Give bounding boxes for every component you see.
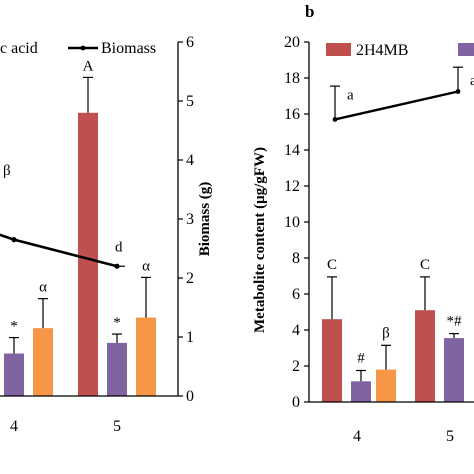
- panel-b-bar-2-4: [376, 369, 396, 402]
- panel-b-y-tick-18: 18: [284, 70, 300, 87]
- panel-b-y-tick-10: 10: [284, 214, 300, 231]
- panel-a-y2-axis-title: Biomass (g): [197, 182, 213, 257]
- panel-b-line: [330, 66, 463, 122]
- panel-a-bar-2-4: [33, 328, 53, 396]
- panel-b-y-tick-6: 6: [292, 286, 300, 303]
- panel-b-y-ticks: 0 2 4 6 8 10 12 14 16 18 20: [284, 34, 309, 411]
- panel-b-bar-label-2-4: β: [382, 325, 390, 341]
- panel-a-extra-label: β: [3, 163, 11, 179]
- panel-b-annotations: C C # *# β a a: [327, 73, 474, 366]
- panel-a-biomass-series: [0, 233, 118, 268]
- panel-a-bar-1-4: [4, 353, 24, 396]
- panel-b-bar-1-5: [444, 338, 464, 402]
- panel-a-y2-tick-2: 2: [186, 270, 194, 287]
- panel-b-bar-label-0-5: C: [420, 257, 430, 273]
- panel-a-legend-label-0: c acid: [0, 40, 38, 57]
- panel-b-bars: [322, 276, 464, 402]
- panel-a-y2-tick-4: 4: [186, 152, 194, 169]
- panel-b-y-tick-12: 12: [284, 178, 300, 195]
- panel-a-y2-tick-1: 1: [186, 329, 194, 346]
- panel-b-y-tick-4: 4: [292, 322, 300, 339]
- panel-b-bar-0-4: [322, 319, 342, 402]
- panel-a-y2-tick-3: 3: [186, 211, 194, 228]
- panel-b-bar-0-5: [415, 310, 435, 402]
- panel-a-biomass-label-5: d: [115, 239, 123, 255]
- panel-b-y-tick-2: 2: [292, 358, 300, 375]
- panel-a-bar-2-5: [136, 317, 156, 396]
- panel-b-y-tick-8: 8: [292, 250, 300, 267]
- panel-b-y-tick-20: 20: [284, 34, 300, 51]
- panel-a-x-tick-5: 5: [113, 418, 121, 435]
- panel-a-y2-tick-6: 6: [186, 34, 194, 51]
- panel-b-line-series: [334, 90, 459, 121]
- panel-a-bars: [4, 76, 156, 397]
- panel-a-legend-marker: [80, 45, 86, 51]
- panel-b-bar-1-4: [351, 381, 371, 402]
- panel-b-bar-label-0-4: C: [327, 257, 337, 273]
- panel-a-bar-label-2-4: α: [39, 280, 47, 296]
- panel-b-legend-swatch-0: [326, 43, 351, 56]
- panel-a-annotations: A**ααcdβ: [3, 58, 150, 335]
- panel-b-legend-swatch-1: [458, 43, 474, 56]
- panel-b-line-label-4: a: [347, 88, 354, 104]
- panel-b-legend-label-0: 2H4MB: [356, 42, 408, 59]
- panel-b-bar-label-1-4: #: [357, 351, 365, 367]
- panel-a-bar-label-0-5: A: [83, 58, 94, 74]
- panel-a-bar-label-1-5: *: [113, 315, 121, 331]
- panel-b-x-tick-5: 5: [446, 428, 454, 445]
- panel-a-bar-0-5: [78, 112, 98, 397]
- panel-b-y-tick-0: 0: [292, 394, 300, 411]
- panel-a-x-tick-4: 4: [10, 418, 18, 435]
- panel-a-y2-ticks: 0 1 2 3 4 5 6: [178, 34, 194, 405]
- panel-a-legend-label-1: Biomass: [101, 40, 156, 57]
- panel-a-bar-label-1-4: *: [10, 319, 18, 335]
- panel-a-bar-1-5: [107, 342, 127, 396]
- panel-a-y2-tick-0: 0: [186, 388, 194, 405]
- panel-b-line-label-5: a: [470, 73, 474, 89]
- panel-a-y2-tick-5: 5: [186, 93, 194, 110]
- panel-b-x-tick-4: 4: [353, 428, 361, 445]
- panel-a-legend: c acid Biomass: [0, 40, 156, 57]
- panel-b-y-tick-14: 14: [284, 142, 300, 159]
- panel-a-biomass-line: [0, 233, 125, 269]
- panel-b-bar-label-1-5: *#: [447, 314, 463, 330]
- panel-b-label: b: [305, 2, 314, 21]
- panel-a-biomass-point-4: [11, 237, 17, 243]
- panel-b-y-axis-title: Metabolite content (μg/gFW): [252, 147, 268, 333]
- panel-a-bar-label-2-5: α: [142, 258, 150, 274]
- panel-b-legend: 2H4MB: [326, 42, 474, 59]
- panel-b-y-tick-16: 16: [284, 106, 300, 123]
